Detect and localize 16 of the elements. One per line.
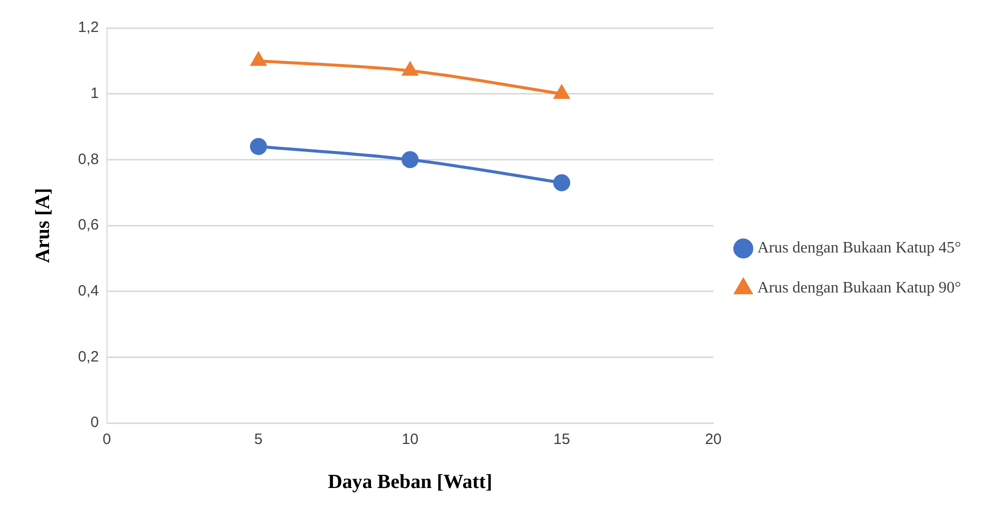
x-tick-label: 20 [704, 431, 722, 448]
legend-label: Arus dengan Bukaan Katup 45° [757, 240, 961, 257]
x-tick-label: 0 [102, 431, 112, 448]
y-tick-label: 0 [90, 414, 99, 432]
x-axis-title: Daya Beban [Watt] [328, 471, 492, 494]
y-tick-label: 0,2 [78, 348, 99, 366]
y-tick-label: 1 [90, 84, 99, 102]
legend-label: Arus dengan Bukaan Katup 90° [757, 280, 961, 297]
y-axis-title: Arus [A] [32, 188, 54, 263]
y-tick-label: 1,2 [78, 19, 99, 36]
x-tick-label: 10 [402, 431, 418, 448]
y-tick-label: 0,4 [78, 282, 99, 300]
x-tick-label: 5 [254, 431, 263, 448]
y-tick-label: 0,8 [78, 150, 99, 168]
x-tick-label: 15 [553, 431, 570, 448]
y-tick-label: 0,6 [78, 216, 99, 234]
